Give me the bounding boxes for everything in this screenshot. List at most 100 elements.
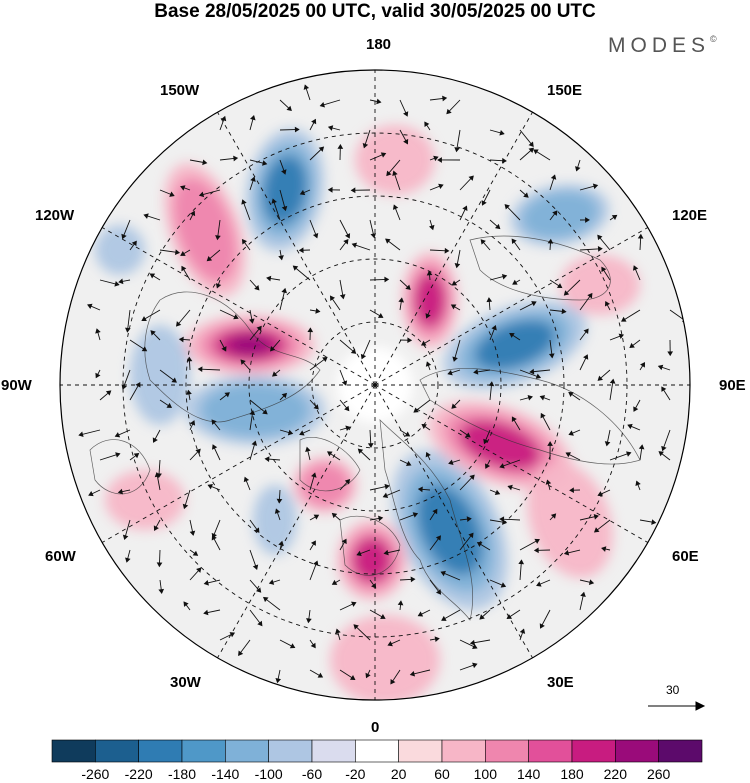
wind-arrow <box>275 669 282 684</box>
wind-arrow <box>507 484 521 491</box>
wind-arrow <box>153 519 161 531</box>
wind-arrow <box>240 359 251 371</box>
wind-arrow <box>563 279 581 296</box>
wind-arrow <box>639 362 646 371</box>
colorbar-tick-label: 60 <box>434 766 450 782</box>
wind-arrow <box>579 579 595 585</box>
colorbar-tick-label: 180 <box>560 766 584 782</box>
wind-arrow <box>579 217 590 223</box>
wind-arrow <box>189 567 202 581</box>
wind-arrow <box>421 423 431 431</box>
wind-arrow <box>387 639 401 647</box>
wind-arrow <box>189 549 199 556</box>
wind-arrow <box>568 391 581 401</box>
wind-arrow <box>276 489 283 504</box>
wind-arrow <box>319 99 341 108</box>
wind-arrow <box>489 325 497 341</box>
wind-arrow <box>469 639 491 646</box>
wind-arrow <box>117 488 131 495</box>
colorbar-swatch <box>268 739 313 763</box>
wind-arrow <box>632 265 641 281</box>
wind-arrow <box>420 339 431 346</box>
wind-arrow <box>459 639 478 649</box>
wind-arrow <box>219 115 227 131</box>
wind-arrow <box>279 189 288 212</box>
wind-arrow <box>175 309 191 327</box>
wind-arrow <box>309 118 317 131</box>
wind-arrow <box>279 126 300 133</box>
wind-arrow <box>249 579 262 593</box>
wind-arrow <box>292 265 311 281</box>
wind-arrow <box>369 152 387 161</box>
wind-arrow <box>219 155 239 162</box>
anomaly-blob <box>330 615 440 700</box>
lon-label-150e: 150E <box>547 82 583 99</box>
wind-arrow <box>547 238 554 251</box>
wind-arrow <box>180 185 191 191</box>
wind-arrow <box>95 328 101 341</box>
wind-arrow <box>486 297 493 311</box>
wind-arrow <box>186 389 192 401</box>
wind-arrow <box>241 199 251 221</box>
wind-arrow <box>249 325 262 341</box>
wind-arrow <box>353 624 371 641</box>
wind-arrow <box>579 591 586 611</box>
wind-arrow <box>150 330 161 341</box>
wind-arrow <box>356 549 371 557</box>
wind-arrow <box>369 579 377 589</box>
wind-arrow <box>512 279 521 285</box>
wind-arrow <box>369 309 384 318</box>
wind-arrow <box>241 238 251 251</box>
wind-arrow <box>129 339 148 352</box>
wind-arrow <box>207 484 221 491</box>
wind-arrow <box>429 508 438 521</box>
wind-arrow <box>658 451 671 461</box>
wind-arrow <box>489 489 501 495</box>
wind-arrow <box>129 453 140 461</box>
wind-arrow <box>529 368 551 375</box>
lon-label-60w: 60W <box>45 548 76 565</box>
wind-arrow <box>78 429 101 438</box>
wind-arrow <box>399 99 409 117</box>
wind-arrow <box>399 512 419 521</box>
wind-arrow <box>198 189 221 198</box>
wind-arrow <box>489 157 507 164</box>
wind-arrow <box>540 412 551 431</box>
wind-arrow <box>399 337 413 344</box>
wind-arrow <box>249 549 259 570</box>
wind-arrow <box>369 483 390 491</box>
wind-arrow <box>563 549 581 556</box>
wind-arrow <box>447 369 461 376</box>
wind-arrow <box>266 275 281 282</box>
wind-arrow <box>159 369 177 383</box>
wind-arrow <box>429 155 439 162</box>
wind-arrow <box>489 579 507 588</box>
colorbar-tick-label: -100 <box>254 766 283 782</box>
wind-arrow <box>180 249 191 256</box>
wind-arrow <box>189 210 196 221</box>
wind-arrow <box>249 159 268 166</box>
wind-arrow <box>369 609 386 619</box>
wind-arrow <box>519 395 533 401</box>
wind-arrow <box>152 429 161 443</box>
wind-arrow <box>459 474 475 491</box>
lon-label-120w: 120W <box>35 207 75 224</box>
wind-arrow <box>309 399 319 410</box>
map-title: Base 28/05/2025 00 UTC, valid 30/05/2025… <box>154 1 596 22</box>
wind-arrow <box>489 273 508 281</box>
colorbar-swatch <box>571 739 616 763</box>
wind-arrow <box>399 459 412 467</box>
wind-arrow <box>499 459 521 469</box>
wind-arrow <box>459 175 474 191</box>
wind-arrow <box>657 364 671 371</box>
wind-arrow <box>274 508 281 521</box>
wind-arrow <box>509 332 521 341</box>
wind-arrow <box>270 339 281 352</box>
wind-arrow <box>519 189 529 198</box>
anomaly-blob <box>459 420 541 470</box>
wind-arrow <box>369 219 377 239</box>
wind-arrow <box>579 246 603 252</box>
wind-arrow <box>511 238 521 251</box>
wind-arrow <box>178 336 191 343</box>
wind-arrow <box>639 519 657 525</box>
